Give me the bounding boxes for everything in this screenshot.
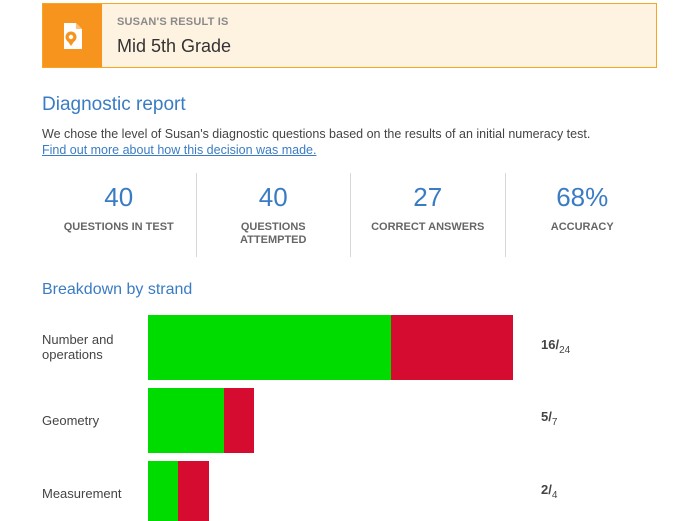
intro-text: We chose the level of Susan's diagnostic… bbox=[42, 127, 591, 141]
result-card: SUSAN'S RESULT IS Mid 5th Grade bbox=[42, 3, 657, 68]
strand-label-measurement: Measurement bbox=[42, 486, 122, 501]
stat-label: QUESTIONS IN TEST bbox=[63, 221, 174, 233]
map-pin-document-icon bbox=[63, 22, 82, 49]
find-out-more-link[interactable]: Find out more about how this decision wa… bbox=[42, 143, 317, 157]
score-correct: 16 bbox=[541, 337, 556, 352]
strand-score-geometry: 5/7 bbox=[541, 409, 558, 428]
strand-bar-geometry bbox=[148, 388, 255, 453]
bar-incorrect-segment bbox=[178, 461, 209, 521]
stat-accuracy: 68% ACCURACY bbox=[504, 173, 660, 257]
stat-questions-attempted: 40 QUESTIONS ATTEMPTED bbox=[195, 173, 351, 257]
strand-score-number-and-operations: 16/24 bbox=[541, 337, 571, 356]
intro-text-block: We chose the level of Susan's diagnostic… bbox=[42, 126, 662, 158]
result-icon-box bbox=[43, 4, 102, 67]
strand-score-measurement: 2/4 bbox=[541, 482, 558, 501]
bar-correct-segment bbox=[148, 461, 179, 521]
stats-summary: 40 QUESTIONS IN TEST 40 QUESTIONS ATTEMP… bbox=[42, 173, 659, 257]
stat-value: 27 bbox=[413, 182, 443, 212]
score-correct: 5 bbox=[541, 409, 549, 424]
result-value: Mid 5th Grade bbox=[117, 36, 232, 56]
stat-value: 68% bbox=[556, 182, 609, 212]
bar-incorrect-segment bbox=[224, 388, 255, 453]
strand-bar-number-and-operations bbox=[148, 315, 513, 380]
score-correct: 2 bbox=[541, 482, 549, 497]
stat-label: ACCURACY bbox=[550, 221, 614, 233]
stat-label: QUESTIONS ATTEMPTED bbox=[240, 221, 307, 246]
score-total: 4 bbox=[551, 490, 558, 501]
bar-correct-segment bbox=[148, 315, 392, 380]
bar-incorrect-segment bbox=[391, 315, 513, 380]
breakdown-title: Breakdown by strand bbox=[42, 281, 193, 298]
stat-questions-in-test: 40 QUESTIONS IN TEST bbox=[42, 173, 196, 257]
bar-correct-segment bbox=[148, 388, 225, 453]
page-title: Diagnostic report bbox=[42, 94, 186, 115]
strand-label-number-and-operations: Number and operations bbox=[42, 332, 114, 362]
stat-label: CORRECT ANSWERS bbox=[371, 221, 485, 233]
strand-label-geometry: Geometry bbox=[42, 413, 100, 428]
score-total: 24 bbox=[559, 345, 571, 356]
strand-bar-measurement bbox=[148, 461, 209, 521]
stat-value: 40 bbox=[104, 182, 134, 212]
score-total: 7 bbox=[551, 417, 558, 428]
result-label: SUSAN'S RESULT IS bbox=[117, 16, 229, 28]
stat-correct-answers: 27 CORRECT ANSWERS bbox=[350, 173, 505, 257]
stat-value: 40 bbox=[258, 182, 288, 212]
